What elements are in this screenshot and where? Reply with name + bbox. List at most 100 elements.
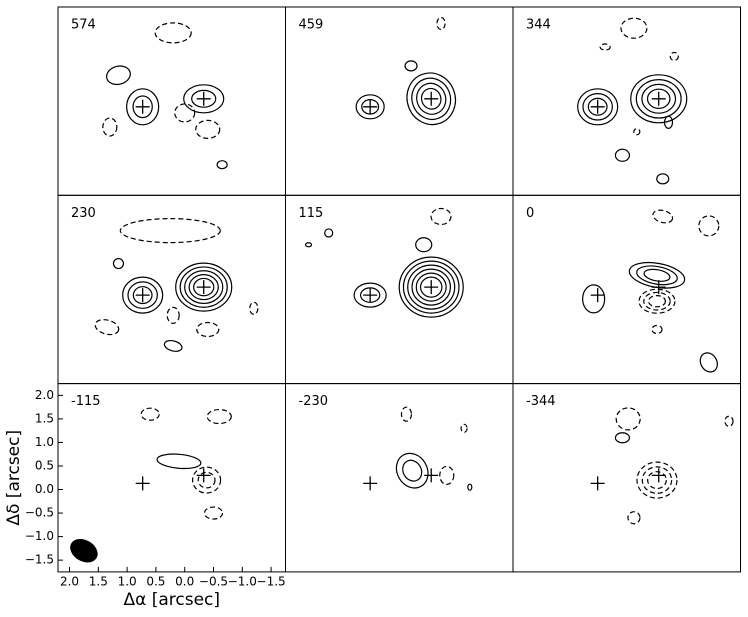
contour — [195, 119, 221, 139]
contour — [656, 173, 670, 185]
contour — [132, 286, 153, 305]
panel: -230 — [285, 383, 514, 573]
y-tick-label: 0.0 — [35, 482, 54, 496]
panel-frame — [512, 383, 741, 573]
position-marker — [135, 288, 150, 303]
position-marker — [651, 280, 666, 295]
contour — [175, 262, 233, 312]
contour — [402, 260, 460, 314]
contour — [191, 89, 217, 108]
contour — [166, 306, 180, 324]
contour — [615, 407, 641, 431]
contour — [699, 352, 718, 373]
position-marker — [590, 99, 605, 114]
contour — [184, 270, 224, 305]
position-marker — [135, 99, 150, 114]
panel: -344 — [512, 383, 741, 573]
contour — [407, 264, 456, 310]
x-tick-label: 1.0 — [118, 574, 137, 588]
contour — [633, 128, 641, 136]
contour — [416, 82, 447, 115]
contour — [132, 95, 153, 119]
contour — [415, 272, 447, 302]
contour — [183, 84, 225, 114]
contour — [420, 87, 442, 110]
contour — [196, 321, 220, 338]
contour — [724, 415, 734, 427]
y-tick-label: −1.5 — [25, 553, 54, 567]
contour — [127, 281, 158, 309]
contour — [614, 432, 631, 444]
contour — [203, 506, 224, 520]
panel-label: 459 — [299, 18, 324, 33]
panel: 344 — [512, 6, 741, 196]
contour — [439, 465, 455, 485]
contour — [112, 257, 125, 270]
position-marker — [651, 468, 666, 483]
position-marker — [363, 99, 378, 114]
beam — [70, 538, 98, 563]
contour — [197, 471, 216, 489]
position-marker — [196, 468, 211, 483]
contour — [400, 406, 413, 422]
contour — [411, 77, 452, 121]
x-tick-label: 0.0 — [175, 574, 194, 588]
contour — [647, 295, 666, 308]
position-marker — [135, 476, 150, 491]
panel-label: 115 — [299, 206, 324, 221]
position-marker — [363, 476, 378, 491]
contour — [102, 117, 118, 137]
contour — [460, 423, 468, 433]
contour — [467, 483, 473, 491]
contour — [582, 284, 606, 314]
contour — [436, 16, 446, 31]
contour — [638, 288, 676, 314]
contour — [206, 408, 232, 425]
contour — [402, 459, 423, 482]
contour — [94, 319, 120, 336]
contour — [122, 276, 164, 314]
contour — [406, 72, 457, 126]
y-tick-label: 1.5 — [35, 411, 54, 425]
contour — [636, 265, 678, 286]
panel-label: 574 — [71, 18, 96, 33]
contour — [398, 256, 464, 318]
panel-label: -230 — [299, 394, 329, 409]
position-marker — [424, 280, 439, 295]
contour — [582, 92, 613, 121]
x-tick-label: −1.0 — [228, 574, 257, 588]
contour — [641, 466, 673, 494]
contour — [191, 466, 222, 494]
contour — [663, 115, 674, 129]
panel: 115 — [285, 194, 514, 385]
panel-frame — [285, 6, 514, 196]
x-tick-label: 1.5 — [89, 574, 108, 588]
position-marker — [363, 288, 378, 303]
panel-label: -344 — [526, 394, 556, 409]
panel: -115 — [57, 383, 286, 573]
panel: 574 — [57, 6, 286, 196]
contour — [119, 218, 221, 244]
contour — [156, 453, 202, 470]
x-tick-label: 2.0 — [60, 574, 79, 588]
position-marker — [590, 288, 605, 303]
contour — [404, 60, 418, 72]
contour — [635, 78, 682, 119]
panel-label: 0 — [526, 206, 534, 221]
contour — [646, 88, 671, 109]
contour — [359, 287, 381, 303]
contour — [411, 268, 452, 306]
contour — [647, 471, 667, 490]
contour — [106, 65, 131, 86]
contour — [188, 274, 219, 301]
contour — [643, 268, 671, 282]
contour — [636, 461, 678, 499]
y-tick-label: −0.5 — [25, 506, 54, 520]
contour — [651, 324, 663, 335]
panel: 230 — [57, 194, 286, 385]
panel-label: 230 — [71, 206, 96, 221]
panel-label: -115 — [71, 394, 101, 409]
y-tick-label: 2.0 — [35, 388, 54, 402]
contour — [140, 407, 160, 421]
panel-frame — [512, 6, 741, 196]
